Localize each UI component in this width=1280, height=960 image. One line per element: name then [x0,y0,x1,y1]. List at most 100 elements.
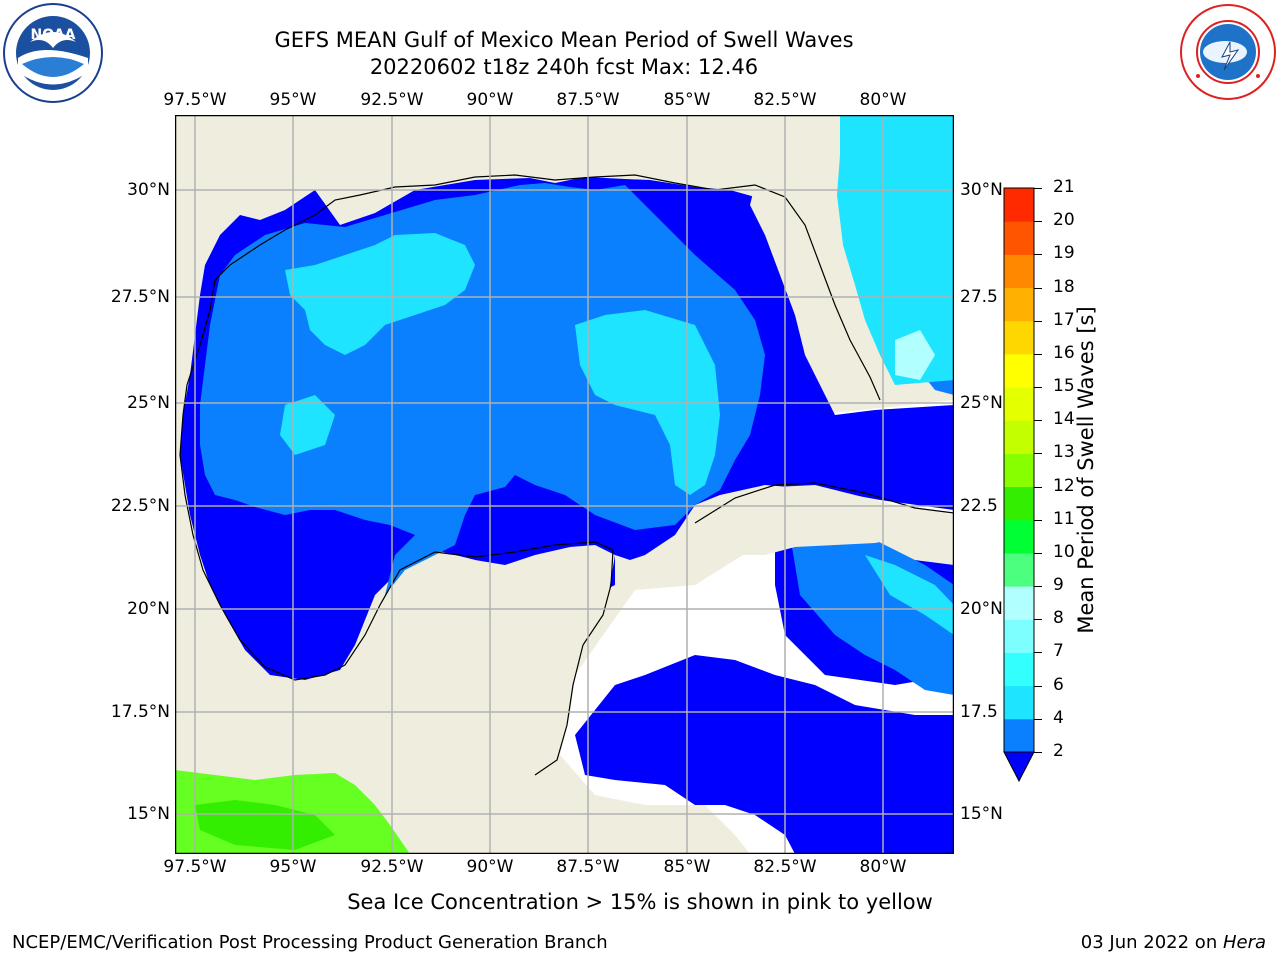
colorbar-tick-mark [1034,752,1042,753]
colorbar-tick-mark [1034,552,1042,554]
colorbar-segment [1004,254,1034,289]
lon-label-top: 95°W [269,90,317,110]
lat-label-right: 15°N [960,804,1003,824]
colorbar-segment [1004,652,1034,687]
colorbar-tick-mark [1034,586,1042,588]
colorbar-tick-label: 13 [1053,442,1075,463]
noaa-logo-text: NOAA [31,27,76,43]
lon-label-top: 92.5°W [360,90,424,110]
lat-label-left: 27.5°N [110,287,170,307]
nws-logo [1180,4,1276,100]
colorbar-tick-label: 17 [1053,309,1075,330]
colorbar-tick-label: 6 [1053,674,1064,695]
colorbar-segment [1004,552,1034,587]
lat-label-left: 25°N [127,393,170,413]
colorbar-tick-label: 16 [1053,342,1075,363]
lon-label-top: 85°W [663,90,711,110]
colorbar-tick-label: 2 [1053,741,1064,761]
caribbean-cyan-region [865,555,954,635]
lat-label-left: 30°N [127,180,170,200]
colorbar-tick-label: 15 [1053,376,1075,397]
footer-host: Hera [1222,932,1266,953]
lon-label-bottom: 82.5°W [753,857,817,877]
noaa-logo: NOAA [3,3,103,103]
colorbar-tick-label: 4 [1053,707,1064,728]
gulf-of-mexico-map [175,115,954,854]
colorbar-tick-label: 11 [1053,508,1075,529]
cuba-land [695,485,954,555]
colorbar-tick-label: 21 [1053,177,1075,197]
colorbar-tick-label: 10 [1053,541,1075,562]
pacific-green-inner [195,800,335,850]
caribbean-dark-blue-region [575,655,954,854]
lat-label-right: 20°N [960,599,1003,619]
sea-ice-caption: Sea Ice Concentration > 15% is shown in … [347,890,933,914]
colorbar-segment [1004,387,1034,421]
colorbar-segment [1004,287,1034,322]
colorbar-tick-mark [1034,486,1042,488]
lon-label-top: 97.5°W [163,90,227,110]
colorbar-segment [1004,420,1034,454]
colorbar-segment [1004,619,1034,653]
colorbar-tick-mark [1034,619,1042,621]
colorbar-tick-mark [1034,353,1042,355]
colorbar-tick-mark [1034,652,1042,654]
colorbar-extend-triangle [1003,751,1035,783]
colorbar-tick-label: 19 [1053,243,1075,264]
colorbar-tick-mark [1034,453,1042,455]
colorbar-segment [1004,519,1034,554]
colorbar-tick-label: 9 [1053,575,1064,596]
lon-label-bottom: 95°W [269,857,317,877]
lon-label-bottom: 85°W [663,857,711,877]
lon-label-top: 87.5°W [556,90,620,110]
lat-label-left: 22.5°N [110,496,170,516]
colorbar-tick-mark [1034,287,1042,289]
colorbar-segment [1004,685,1034,720]
colorbar-tick-label: 8 [1053,608,1064,629]
lon-label-top: 90°W [466,90,514,110]
footer-date: 03 Jun 2022 on Hera [1081,932,1266,953]
colorbar-tick-label: 20 [1053,210,1075,231]
chart-subtitle: 20220602 t18z 240h fcst Max: 12.46 [369,55,759,79]
lat-label-right: 30°N [960,180,1003,200]
gulf-cyan-region-west [285,233,475,355]
colorbar-tick-label: 18 [1053,276,1075,297]
graticule [175,115,954,854]
lat-label-right: 25°N [960,393,1003,413]
lon-label-bottom: 87.5°W [556,857,620,877]
lat-label-right: 27.5 [960,287,998,307]
colorbar-segment [1004,320,1034,355]
colorbar-tick-mark [1034,221,1042,223]
colorbar-tick-mark [1034,685,1042,687]
atlantic-light-cyan-region [895,330,935,380]
colorbar-segment [1004,486,1034,521]
colorbar-label: Mean Period of Swell Waves [s] [1074,306,1098,634]
footer-date-text: 03 Jun 2022 on [1080,932,1223,953]
lat-label-left: 20°N [127,599,170,619]
lon-label-bottom: 80°W [859,857,907,877]
lon-label-bottom: 92.5°W [360,857,424,877]
lat-label-left: 15°N [127,804,170,824]
lon-label-top: 80°W [859,90,907,110]
colorbar-segment [1004,221,1034,255]
colorbar-tick-label: 12 [1053,475,1075,496]
lat-label-left: 17.5°N [110,702,170,722]
colorbar-tick-mark [1034,188,1042,189]
colorbar-segment [1004,453,1034,488]
colorbar-tick-mark [1034,320,1042,322]
colorbar-tick-label: 14 [1053,409,1075,430]
lon-label-bottom: 90°W [466,857,514,877]
florida-land [750,185,875,405]
colorbar-tick-mark [1034,420,1042,422]
colorbar-tick-label: 7 [1053,641,1064,662]
colorbar-tick-mark [1034,387,1042,389]
lat-label-right: 17.5 [960,702,998,722]
colorbar-tick-mark [1034,519,1042,521]
atlantic-cyan-region [837,115,954,385]
lon-label-bottom: 97.5°W [163,857,227,877]
colorbar-segment [1004,718,1034,753]
lon-label-top: 82.5°W [753,90,817,110]
chart-title: GEFS MEAN Gulf of Mexico Mean Period of … [274,28,854,52]
lat-label-right: 22.5 [960,496,998,516]
colorbar-tick-mark [1034,254,1042,256]
